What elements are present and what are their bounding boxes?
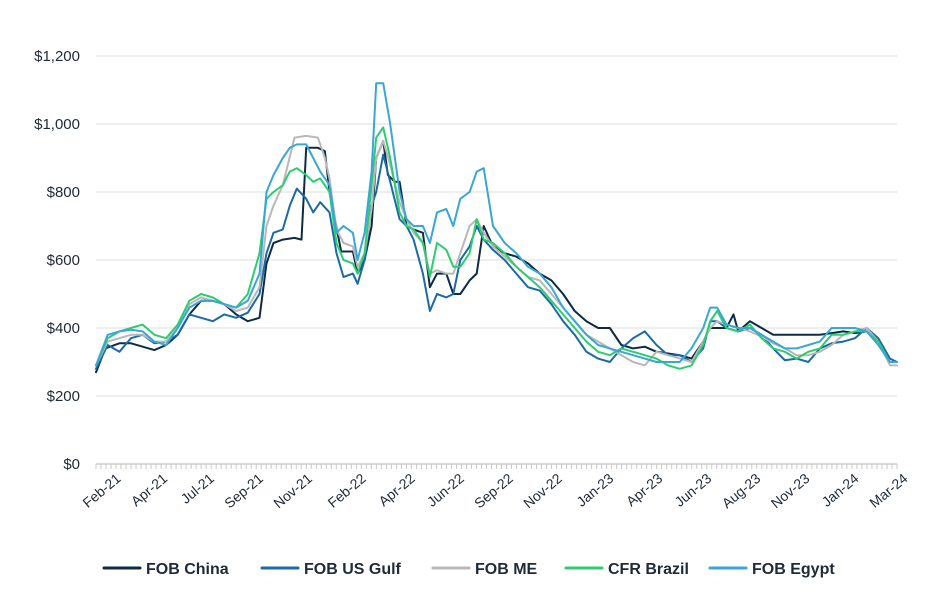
y-axis: $0 $200 $400 $600 $800 $1,000 $1,200 [34,48,80,473]
series-line-fob-us-gulf [95,153,898,370]
x-tick-label: Feb-21 [79,470,123,511]
grid-layer [96,55,897,465]
x-tick-label: Sep-21 [221,470,266,511]
x-tick-label: Nov-22 [520,470,565,511]
legend-label: FOB China [146,561,229,578]
series-layer [95,82,898,374]
legend-item-fob-us-gulf: FOB US Gulf [260,561,402,578]
x-tick-label: Apr-23 [623,470,666,509]
x-tick-label: Nov-23 [768,470,813,511]
legend-item-fob-china: FOB China [102,561,229,578]
x-tick-label: Jun-22 [424,470,467,510]
series-line-fob-china [95,140,898,374]
y-tick-label: $400 [47,320,80,337]
y-tick-label: $200 [47,388,80,405]
legend-label: CFR Brazil [608,561,689,578]
x-tick-label: Jun-23 [671,470,714,510]
series-line-fob-egypt [95,82,898,367]
legend: FOB China FOB US Gulf FOB ME CFR Brazil FOB … [102,561,835,578]
series-line-fob-me [95,134,898,367]
y-tick-label: $800 [47,184,80,201]
x-tick-label: Apr-21 [128,470,171,509]
y-tick-label: $0 [63,456,80,473]
x-tick-label: Feb-22 [325,470,369,511]
legend-label: FOB US Gulf [304,561,402,578]
y-tick-label: $1,200 [34,48,80,65]
x-tick-label: Apr-22 [375,470,418,509]
y-tick-label: $600 [47,252,80,269]
legend-label: FOB Egypt [752,561,835,578]
x-tick-label: Jan-24 [818,470,861,510]
x-tick-label: Nov-21 [270,470,315,511]
legend-item-fob-egypt: FOB Egypt [708,561,835,578]
x-tick-label: Jul-21 [178,470,218,507]
x-tick-label: Mar-24 [866,470,910,511]
legend-item-cfr-brazil: CFR Brazil [564,561,689,578]
x-tick-label: Sep-22 [471,470,516,511]
x-axis: Feb-21 Apr-21 Jul-21 Sep-21 Nov-21 Feb-22 Apr-… [79,464,911,511]
legend-label: FOB ME [475,561,538,578]
x-tick-label: Aug-23 [719,470,764,511]
y-tick-label: $1,000 [34,116,80,133]
x-tick-label: Jan-23 [573,470,616,510]
legend-item-fob-me: FOB ME [431,561,538,578]
